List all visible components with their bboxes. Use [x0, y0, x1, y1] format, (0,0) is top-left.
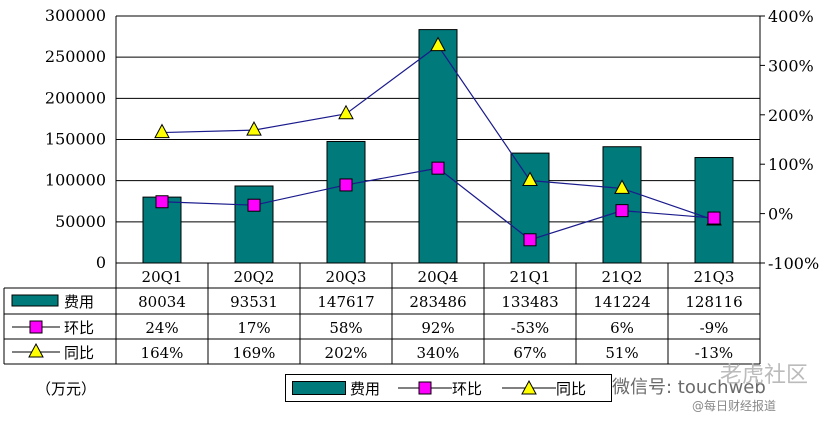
point: [155, 195, 169, 209]
watermark-tiger: 老虎社区: [720, 363, 809, 388]
legend-line-swatch-qoq: [398, 381, 452, 395]
table-cell-yoy: 164%: [141, 344, 184, 362]
table-cell-fee: 80034: [138, 293, 186, 311]
point: [707, 211, 721, 225]
table-cell-qoq: 6%: [610, 319, 634, 337]
table-cell-qoq: -53%: [511, 319, 549, 337]
point: [154, 123, 170, 139]
row-key-yoy: [28, 342, 44, 358]
table-cell-qoq: 17%: [237, 319, 270, 337]
bar-series: [142, 29, 734, 264]
y-tick-label: 100000: [45, 171, 106, 190]
point: [522, 171, 538, 187]
y2-tick-label: 300%: [768, 56, 814, 75]
x-tick-label: 21Q2: [602, 268, 643, 286]
x-tick-label: 20Q2: [234, 268, 275, 286]
point: [431, 161, 445, 175]
table-cell-yoy: 51%: [605, 344, 638, 362]
legend-item-yoy: 同比: [502, 378, 586, 398]
tick-labels: 0 50000 100000 150000 200000 250000 300000 -100…: [45, 6, 819, 273]
y-tick-label: 0: [96, 253, 106, 272]
table-cell-fee: 128116: [685, 293, 742, 311]
y2-tick-label: 100%: [768, 155, 814, 174]
y-tick-label: 50000: [55, 212, 106, 231]
point: [247, 198, 261, 212]
row-key-qoq: [29, 320, 43, 334]
point: [246, 121, 262, 136]
x-tick-label: 20Q4: [418, 268, 459, 286]
axes: [115, 15, 765, 264]
table-cell-yoy: 340%: [417, 344, 460, 362]
bar: [326, 140, 366, 264]
unit-label: （万元）: [36, 380, 97, 398]
legend-item-fee: 费用: [292, 378, 380, 398]
point: [430, 36, 446, 52]
table-cell-fee: 147617: [317, 293, 374, 311]
point: [614, 179, 630, 194]
table-cell-yoy: 202%: [325, 344, 368, 362]
row-label-yoy: 同比: [64, 344, 94, 362]
table-cell-yoy: 67%: [513, 344, 546, 362]
line-series: [154, 36, 722, 247]
y2-tick-label: 200%: [768, 106, 814, 125]
row-key-fee: [11, 294, 59, 307]
table-cell-yoy: 169%: [233, 344, 276, 362]
y2-tick-label: 400%: [768, 7, 814, 26]
x-tick-label: 21Q1: [510, 268, 551, 286]
row-label-qoq: 环比: [64, 319, 94, 337]
table-cell-fee: 93531: [230, 293, 278, 311]
legend-line-swatch-yoy: [502, 379, 556, 395]
data-table: 20Q1 20Q2 20Q3 20Q4 21Q1 21Q2 21Q3 80034 93531 14…: [3, 262, 761, 365]
bar: [234, 185, 274, 264]
table-cell-fee: 141224: [593, 293, 650, 311]
legend-label-yoy: 同比: [556, 379, 587, 398]
y-tick-label: 250000: [45, 47, 106, 66]
table-cell-fee: 283486: [409, 293, 466, 311]
bar: [694, 157, 734, 264]
point: [339, 178, 353, 192]
table-cell-yoy: -13%: [695, 344, 733, 362]
x-tick-label: 20Q1: [142, 268, 183, 286]
table-cell-qoq: -9%: [700, 319, 729, 337]
legend-item-qoq: 环比: [398, 378, 482, 398]
legend-label-fee: 费用: [350, 379, 381, 398]
point: [338, 104, 354, 120]
x-tick-label: 20Q3: [326, 268, 367, 286]
table-cell-qoq: 58%: [329, 319, 362, 337]
point: [523, 233, 537, 247]
x-tick-label: 21Q3: [694, 268, 735, 286]
table-cell-qoq: 92%: [421, 319, 454, 337]
watermark: 微信号: touchweb @每日财经报道 老虎社区: [612, 363, 808, 414]
legend-bar-swatch: [292, 381, 346, 395]
bar: [418, 29, 458, 264]
table-cell-fee: 133483: [501, 293, 558, 311]
legend: 费用 环比 同比: [285, 374, 612, 402]
row-label-fee: 费用: [64, 293, 94, 311]
y-tick-label: 150000: [45, 130, 106, 149]
watermark-wechat: 微信号: touchweb: [612, 377, 766, 398]
y2-tick-label: 0%: [768, 205, 793, 224]
point: [615, 204, 629, 218]
y2-tick-label: -100%: [768, 254, 819, 273]
y-tick-label: 300000: [45, 6, 106, 25]
y-tick-label: 200000: [45, 88, 106, 107]
bar: [510, 152, 550, 264]
table-cell-qoq: 24%: [145, 319, 178, 337]
watermark-source: @每日财经报道: [692, 399, 777, 413]
legend-label-qoq: 环比: [452, 379, 483, 398]
